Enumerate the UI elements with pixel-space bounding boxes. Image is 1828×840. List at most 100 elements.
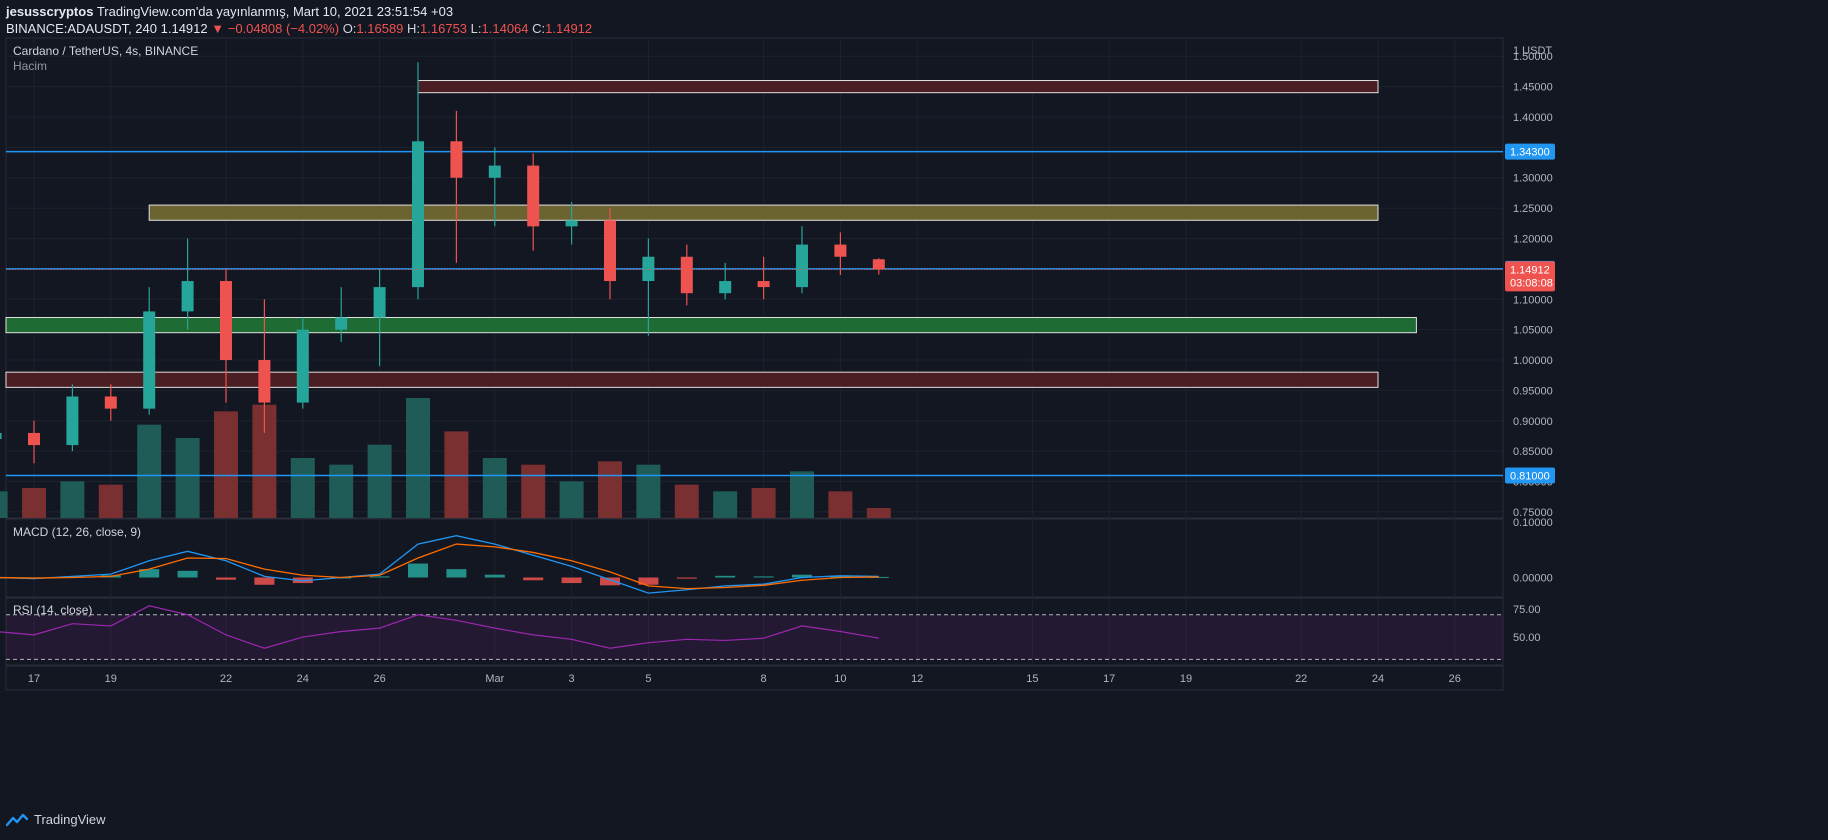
macd-histogram-bar <box>753 576 774 578</box>
close-value: 1.14912 <box>545 21 593 36</box>
candle-body <box>104 396 117 409</box>
candle-body <box>181 281 194 312</box>
candle-body <box>28 432 40 446</box>
last-price-badge <box>1505 261 1555 292</box>
close-label: C: <box>532 21 546 36</box>
volume-bar <box>60 481 85 518</box>
volume-bar <box>290 458 315 518</box>
volume-bar <box>713 491 738 518</box>
rsi-tick-label: 75.00 <box>1513 604 1541 616</box>
price-line-badge <box>1505 143 1555 160</box>
candle-body <box>527 165 540 227</box>
candle-body <box>412 141 424 288</box>
price-line-badge <box>1505 467 1555 484</box>
time-tick-label: 8 <box>761 673 767 685</box>
candle-body <box>488 165 501 178</box>
zone-box <box>417 80 1379 94</box>
open-value: 1.16589 <box>356 21 404 36</box>
price-line-label: 0.81000 <box>1510 470 1550 482</box>
time-tick-label: Mar <box>485 673 504 685</box>
time-tick-label: 10 <box>834 673 846 685</box>
macd-histogram-bar <box>638 577 659 585</box>
chart-canvas[interactable]: 1.500001.450001.400001.350001.300001.250… <box>0 0 1828 800</box>
volume-bar <box>866 508 891 518</box>
ohlc-line: BINANCE:ADAUSDT, 240 1.14912 ▼ −0.04808 … <box>6 21 592 36</box>
macd-histogram-bar <box>830 575 851 578</box>
macd-histogram-bar <box>715 575 736 578</box>
price-tick-label: 0.85000 <box>1513 446 1553 458</box>
time-tick-label: 3 <box>569 673 575 685</box>
price-line-label: 1.34300 <box>1510 147 1550 159</box>
time-tick-label: 12 <box>911 673 923 685</box>
candle-body <box>296 329 309 403</box>
candle-body <box>373 287 386 318</box>
macd-histogram-bar <box>676 577 697 579</box>
time-tick-label: 5 <box>645 673 651 685</box>
volume-bar <box>22 488 46 518</box>
macd-tick-label: 0.00000 <box>1513 573 1553 585</box>
price-tick-label: 1.50000 <box>1513 51 1553 63</box>
macd-histogram-bar <box>177 570 198 578</box>
price-tick-label: 1.30000 <box>1513 173 1553 185</box>
down-triangle-icon: ▼ <box>211 21 225 36</box>
brand-name: TradingView <box>34 812 106 827</box>
countdown-label: 03:08:08 <box>1510 277 1553 289</box>
open-label: O: <box>342 21 357 36</box>
time-tick-label: 26 <box>1449 673 1461 685</box>
macd-line <box>0 535 879 594</box>
macd-histogram-bar <box>408 563 428 578</box>
last-price-label: 1.14912 <box>1510 264 1550 276</box>
macd-histogram-bar <box>254 577 275 585</box>
time-tick-label: 17 <box>28 673 40 685</box>
time-axis <box>5 665 1504 691</box>
candle-body <box>66 396 79 446</box>
candle-body <box>565 220 578 227</box>
macd-histogram-bar <box>484 574 505 578</box>
macd-histogram-bar <box>792 574 812 578</box>
macd-histogram-bar <box>523 577 544 581</box>
candle-body <box>604 220 616 282</box>
time-tick-label: 19 <box>105 673 117 685</box>
rsi-pane <box>5 597 1504 666</box>
macd-histogram-bar <box>561 577 582 584</box>
time-tick-label: 26 <box>373 673 385 685</box>
volume-bar <box>751 488 776 518</box>
publisher-name: jesusscryptos <box>6 4 94 19</box>
low-value: 1.14064 <box>481 21 529 36</box>
rsi-label: RSI (14, close) <box>13 603 92 617</box>
tradingview-logo-icon <box>6 813 28 826</box>
zone-box <box>5 316 1417 334</box>
footer-brand: TradingView <box>6 812 106 827</box>
macd-histogram-bar <box>446 569 467 578</box>
volume-bar <box>598 461 622 518</box>
volume-bar <box>329 464 354 518</box>
price-tick-label: 0.90000 <box>1513 416 1553 428</box>
candle-body <box>642 256 655 282</box>
chart-title: Cardano / TetherUS, 4s, BINANCE <box>13 44 198 58</box>
volume-label: Hacim <box>13 59 47 73</box>
symbol-label: BINANCE:ADAUSDT, 240 <box>6 21 157 36</box>
volume-bar <box>828 491 853 518</box>
price-tick-label: 1.10000 <box>1513 294 1553 306</box>
candle-body <box>834 244 847 257</box>
rsi-line <box>0 605 879 649</box>
candle-body <box>719 281 732 294</box>
high-value: 1.16753 <box>420 21 468 36</box>
time-tick-label: 22 <box>220 673 232 685</box>
candle-body <box>143 311 156 409</box>
change-text: −0.04808 (−4.02%) <box>227 21 340 36</box>
price-tick-label: 1.05000 <box>1513 325 1553 337</box>
volume-bar <box>482 458 507 518</box>
macd-histogram-bar <box>600 577 620 586</box>
volume-bar <box>367 444 392 518</box>
candle-body <box>220 281 232 361</box>
publish-date: TradingView.com'da yayınlanmış, Mart 10,… <box>96 4 454 19</box>
volume-bar <box>406 398 430 518</box>
time-tick-label: 24 <box>1372 673 1384 685</box>
price-tick-label: 1.45000 <box>1513 82 1553 94</box>
price-tick-label: 0.95000 <box>1513 385 1553 397</box>
volume-bar <box>790 471 814 518</box>
price-tick-label: 1.20000 <box>1513 234 1553 246</box>
macd-signal-line <box>0 543 879 590</box>
volume-bar <box>214 411 238 518</box>
